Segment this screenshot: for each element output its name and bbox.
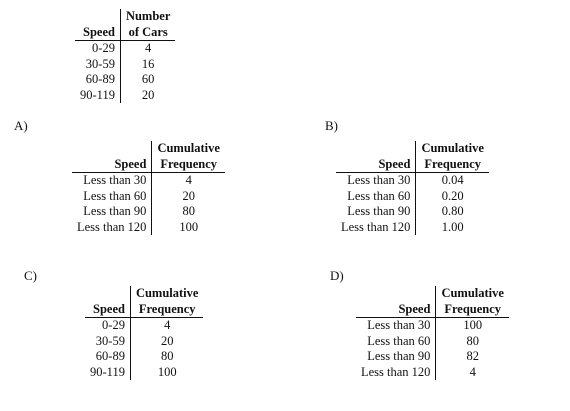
- table-row: Less than 30 100: [356, 317, 509, 334]
- table-row: Less than 60 80: [356, 333, 509, 349]
- table-row: Less than 120 4: [356, 364, 509, 380]
- table-row: Less than 90 82: [356, 349, 509, 365]
- table-row: Less than 90 0.80: [336, 204, 489, 220]
- table-row: 60-89 80: [85, 349, 203, 365]
- table-row: Less than 120 1.00: [336, 219, 489, 235]
- table-row: 90-119 100: [85, 364, 203, 380]
- option-b-table: Cumulative Speed Frequency Less than 30 0.…: [336, 141, 489, 235]
- option-c-label[interactable]: C): [24, 268, 37, 283]
- header-of-cars: of Cars: [120, 24, 176, 41]
- option-d-table: Cumulative Speed Frequency Less than 30 10…: [356, 286, 509, 380]
- table-row: 30-59 16: [75, 56, 175, 72]
- header-speed: Speed: [75, 24, 121, 41]
- option-a-label[interactable]: A): [14, 118, 28, 133]
- option-a-table: Cumulative Speed Frequency Less than 30 4 …: [72, 141, 225, 235]
- table-row: 60-89 60: [75, 72, 175, 88]
- table-row: 90-119 20: [75, 87, 175, 103]
- table-row: Less than 60 20: [72, 188, 225, 204]
- header-number: Number: [125, 9, 171, 23]
- table-row: Less than 120 100: [72, 219, 225, 235]
- option-b-label[interactable]: B): [325, 118, 338, 133]
- table-row: 0-29 4: [75, 40, 175, 57]
- table-row: Less than 30 4: [72, 172, 225, 189]
- table-row: 0-29 4: [85, 317, 203, 334]
- option-d-label[interactable]: D): [330, 268, 344, 283]
- option-c-table: Cumulative Speed Frequency 0-29 4 30-59 20 …: [85, 286, 204, 380]
- table-row: Less than 30 0.04: [336, 172, 489, 189]
- table-row: 30-59 20: [85, 333, 203, 349]
- question-frequency-table: Number Speed of Cars 0-29 4 30-59 16 60-89…: [75, 9, 176, 103]
- table-row: Less than 90 80: [72, 204, 225, 220]
- table-row: Less than 60 0.20: [336, 188, 489, 204]
